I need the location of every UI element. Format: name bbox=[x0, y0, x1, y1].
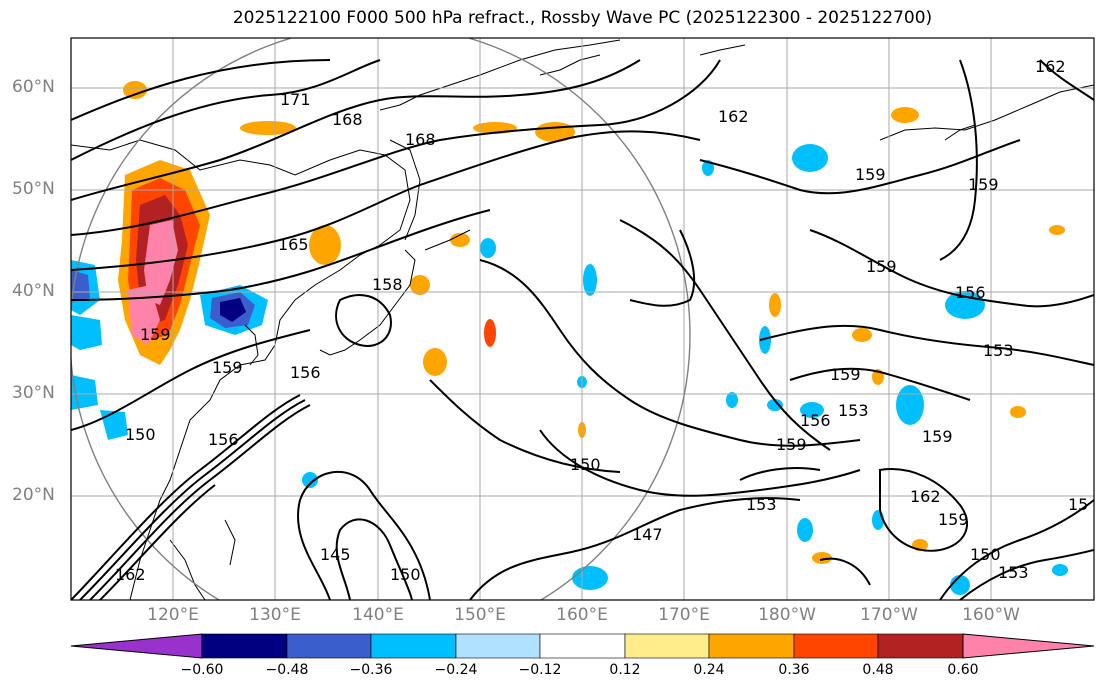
lon-label: 160°E bbox=[556, 605, 608, 625]
contour-label: 168 bbox=[405, 130, 436, 149]
lon-label: 180°W bbox=[758, 605, 816, 625]
colorbar-segment bbox=[708, 633, 795, 659]
lon-label: 170°W bbox=[860, 605, 918, 625]
lon-label: 140°E bbox=[352, 605, 404, 625]
contour-label: 159 bbox=[922, 427, 953, 446]
contour-label: 150 bbox=[570, 455, 601, 474]
colorbar-tick-label: 0.48 bbox=[862, 662, 894, 678]
contour-label: 150 bbox=[390, 565, 421, 584]
contour-label: 159 bbox=[866, 257, 897, 276]
contour-label: 15 bbox=[1068, 495, 1088, 514]
colorbar-tick-label: −0.60 bbox=[180, 662, 224, 678]
contour-label: 159 bbox=[140, 325, 171, 344]
contour-label: 156 bbox=[290, 363, 321, 382]
lon-label: 130°E bbox=[249, 605, 301, 625]
contour-label: 156 bbox=[208, 430, 239, 449]
contour-label: 145 bbox=[320, 545, 351, 564]
contour-label: 162 bbox=[718, 107, 749, 126]
colorbar-segment bbox=[624, 633, 710, 659]
colorbar-tick-label: −0.36 bbox=[349, 662, 393, 678]
contour-label: 153 bbox=[838, 401, 869, 420]
contour-label: 150 bbox=[125, 425, 156, 444]
colorbar-segment bbox=[539, 633, 626, 659]
contour-label: 156 bbox=[800, 411, 831, 430]
contour-label: 153 bbox=[998, 563, 1029, 582]
contour-label: 162 bbox=[910, 487, 941, 506]
colorbar-tick-label: 0.36 bbox=[778, 662, 810, 678]
contour-label: 153 bbox=[746, 495, 777, 514]
contour-label: 159 bbox=[855, 165, 886, 184]
contour-label: 162 bbox=[115, 565, 146, 584]
colorbar-segment bbox=[877, 633, 964, 659]
coastlines bbox=[71, 39, 1094, 600]
contour-label: 150 bbox=[970, 545, 1001, 564]
refractivity-contours bbox=[71, 59, 1094, 600]
colorbar-tick-label: 0.12 bbox=[609, 662, 641, 678]
contour-label: 159 bbox=[968, 175, 999, 194]
lat-label: 50°N bbox=[12, 179, 55, 199]
colorbar-segment bbox=[793, 633, 879, 659]
graticule bbox=[71, 38, 1094, 600]
contour-label: 165 bbox=[278, 235, 309, 254]
anomaly-shading bbox=[71, 81, 1068, 595]
contour-label: 162 bbox=[1035, 57, 1066, 76]
colorbar bbox=[70, 633, 1095, 659]
colorbar-tick-label: −0.24 bbox=[434, 662, 478, 678]
lat-label: 60°N bbox=[12, 77, 55, 97]
contour-label: 168 bbox=[332, 110, 363, 129]
colorbar-tick-label: 0.24 bbox=[693, 662, 725, 678]
colorbar-segment bbox=[455, 633, 541, 659]
contour-label: 159 bbox=[776, 435, 807, 454]
colorbar-tick-label: −0.48 bbox=[265, 662, 309, 678]
contour-label: 147 bbox=[632, 525, 663, 544]
contour-label: 156 bbox=[955, 283, 986, 302]
contour-labels: 171 168 168 162 162 165 159 159 159 156 … bbox=[115, 57, 1088, 584]
colorbar-tick-label: 0.60 bbox=[947, 662, 979, 678]
lat-label: 30°N bbox=[12, 383, 55, 403]
lon-label: 120°E bbox=[147, 605, 199, 625]
contour-label: 159 bbox=[212, 358, 243, 377]
reference-circle bbox=[71, 38, 691, 600]
colorbar-segment bbox=[286, 633, 372, 659]
colorbar-tick-label: −0.12 bbox=[518, 662, 562, 678]
contour-label: 171 bbox=[280, 90, 311, 109]
lon-label: 160°W bbox=[962, 605, 1020, 625]
lat-label: 20°N bbox=[12, 485, 55, 505]
contour-label: 159 bbox=[938, 510, 969, 529]
colorbar-extend-high bbox=[962, 633, 1095, 659]
map-title: 2025122100 F000 500 hPa refract., Rossby… bbox=[232, 8, 933, 28]
colorbar-extend-low bbox=[70, 633, 203, 659]
lat-label: 40°N bbox=[12, 281, 55, 301]
colorbar-segment bbox=[370, 633, 457, 659]
colorbar-segment bbox=[201, 633, 288, 659]
contour-label: 158 bbox=[372, 275, 403, 294]
lon-label: 150°E bbox=[454, 605, 506, 625]
lon-label: 170°E bbox=[658, 605, 710, 625]
contour-label: 153 bbox=[983, 341, 1014, 360]
contour-label: 159 bbox=[830, 365, 861, 384]
map-frame bbox=[70, 37, 1095, 601]
